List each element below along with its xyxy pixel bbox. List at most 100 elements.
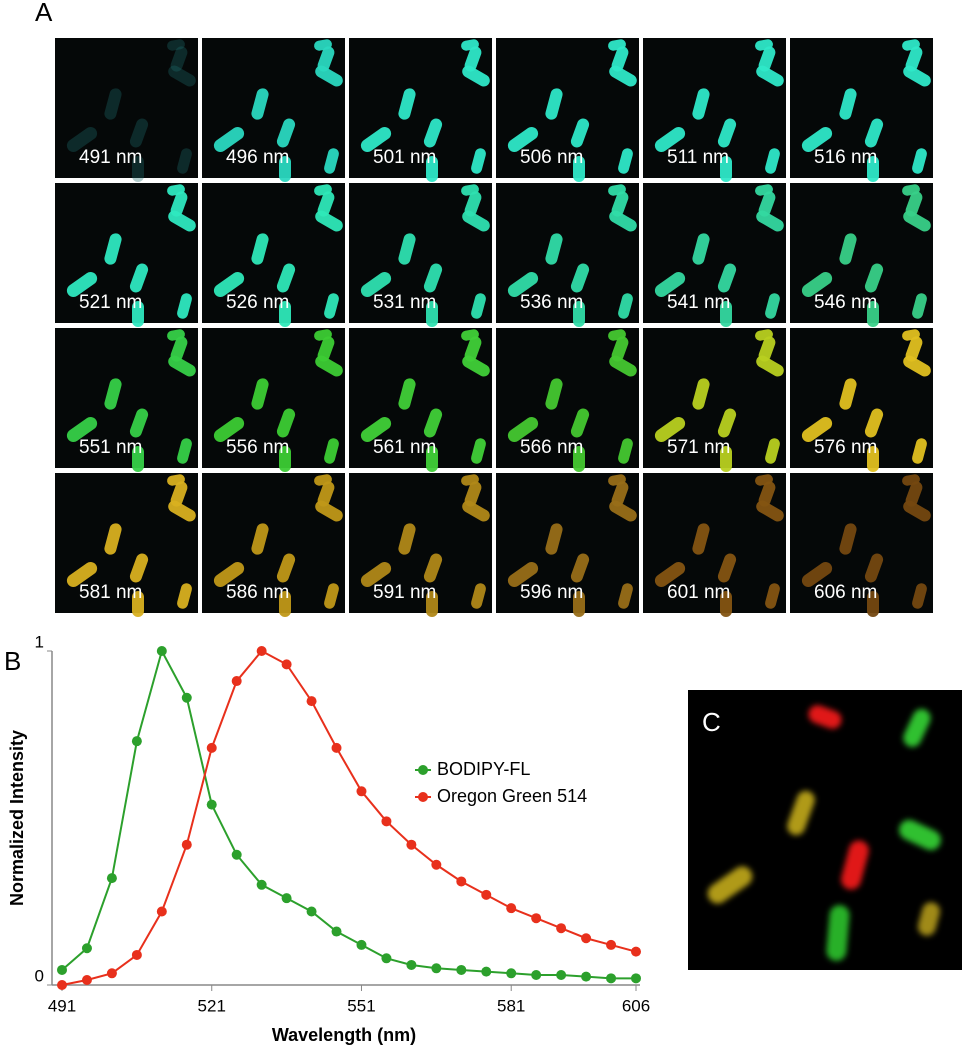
cell — [315, 210, 343, 232]
cell — [545, 88, 563, 120]
data-point — [606, 973, 617, 984]
tile: 596 nm — [496, 473, 639, 617]
cell — [426, 591, 438, 617]
cell — [570, 408, 590, 438]
data-point — [206, 742, 217, 753]
tile-label: 526 nm — [226, 292, 289, 313]
cell — [573, 446, 585, 472]
cell — [462, 355, 490, 377]
cell — [104, 233, 122, 265]
cell — [129, 553, 149, 583]
data-point — [156, 646, 167, 656]
data-point — [406, 839, 417, 850]
cell — [765, 293, 780, 319]
tile-label: 531 nm — [373, 292, 436, 313]
cell — [398, 378, 416, 410]
cell — [903, 500, 931, 522]
cell — [213, 416, 245, 443]
data-point — [231, 849, 242, 860]
cell — [213, 271, 245, 298]
tile-label: 516 nm — [814, 147, 877, 168]
x-tick-label: 581 — [497, 996, 525, 1015]
tile-label: 586 nm — [226, 582, 289, 603]
tile-label: 581 nm — [79, 582, 142, 603]
tile: 531 nm — [349, 183, 492, 327]
cell — [717, 408, 737, 438]
cell — [905, 46, 923, 72]
data-point — [506, 968, 517, 979]
cell — [66, 271, 98, 298]
cell — [692, 88, 710, 120]
data-point — [356, 939, 367, 950]
tile: 541 nm — [643, 183, 786, 327]
data-point — [431, 859, 442, 870]
cell — [462, 210, 490, 232]
cell — [717, 263, 737, 293]
cell — [360, 271, 392, 298]
cell — [324, 293, 339, 319]
cell — [618, 293, 633, 319]
cell — [758, 481, 776, 507]
cell — [129, 408, 149, 438]
cell — [864, 553, 884, 583]
cell — [720, 446, 732, 472]
tile: 586 nm — [202, 473, 345, 617]
tile-label: 566 nm — [520, 437, 583, 458]
data-point — [306, 906, 317, 917]
cell — [765, 583, 780, 609]
cell — [464, 481, 482, 507]
tile: 501 nm — [349, 38, 492, 182]
cell — [839, 523, 857, 555]
cell — [132, 591, 144, 617]
cell — [315, 500, 343, 522]
tile-label: 536 nm — [520, 292, 583, 313]
tile-label: 596 nm — [520, 582, 583, 603]
tile: 506 nm — [496, 38, 639, 182]
panel-label: B — [4, 646, 21, 676]
cell — [423, 553, 443, 583]
y-tick-label: 0 — [35, 966, 44, 985]
cell — [317, 46, 335, 72]
cell — [104, 523, 122, 555]
tile: 601 nm — [643, 473, 786, 617]
data-point — [381, 953, 392, 964]
data-point — [131, 949, 142, 960]
data-point — [156, 906, 167, 917]
tile-label: 576 nm — [814, 437, 877, 458]
cell — [129, 118, 149, 148]
cell — [545, 523, 563, 555]
cell — [787, 790, 815, 836]
cell — [398, 233, 416, 265]
tile: 526 nm — [202, 183, 345, 327]
tile: 496 nm — [202, 38, 345, 182]
cell — [720, 591, 732, 617]
cell — [507, 561, 539, 588]
cell — [841, 840, 869, 890]
cell — [903, 355, 931, 377]
cell — [611, 46, 629, 72]
cell — [573, 156, 585, 182]
cell — [618, 148, 633, 174]
data-point — [556, 923, 567, 934]
cell — [170, 46, 188, 72]
cell — [276, 408, 296, 438]
cell — [279, 156, 291, 182]
cell — [132, 446, 144, 472]
tile: 521 nm — [55, 183, 198, 327]
cell — [398, 523, 416, 555]
cell — [423, 408, 443, 438]
cell — [507, 126, 539, 153]
data-point — [181, 839, 192, 850]
cell — [464, 46, 482, 72]
cell — [507, 416, 539, 443]
cell — [471, 583, 486, 609]
tile-label: 561 nm — [373, 437, 436, 458]
data-point — [281, 893, 292, 904]
cell — [426, 446, 438, 472]
tile: 556 nm — [202, 328, 345, 472]
cell — [905, 481, 923, 507]
cell — [717, 553, 737, 583]
cell — [609, 355, 637, 377]
y-axis-label: Normalized Intensity — [7, 730, 27, 906]
data-point — [256, 646, 267, 656]
